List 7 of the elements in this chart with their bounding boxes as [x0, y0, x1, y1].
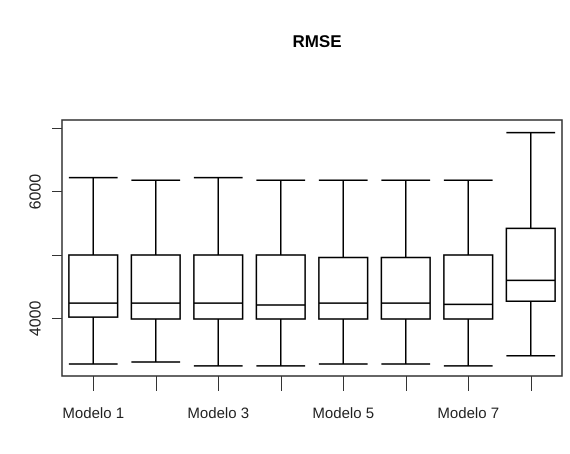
- y-tick-label: 6000: [28, 174, 44, 210]
- chart-title: RMSE: [292, 32, 342, 51]
- x-tick-label: Modelo 7: [437, 405, 500, 422]
- y-tick-label: 4000: [28, 300, 44, 336]
- x-tick-label: Modelo 3: [187, 405, 250, 422]
- x-tick-label: Modelo 5: [312, 405, 374, 422]
- x-tick-label: Modelo 1: [62, 405, 124, 422]
